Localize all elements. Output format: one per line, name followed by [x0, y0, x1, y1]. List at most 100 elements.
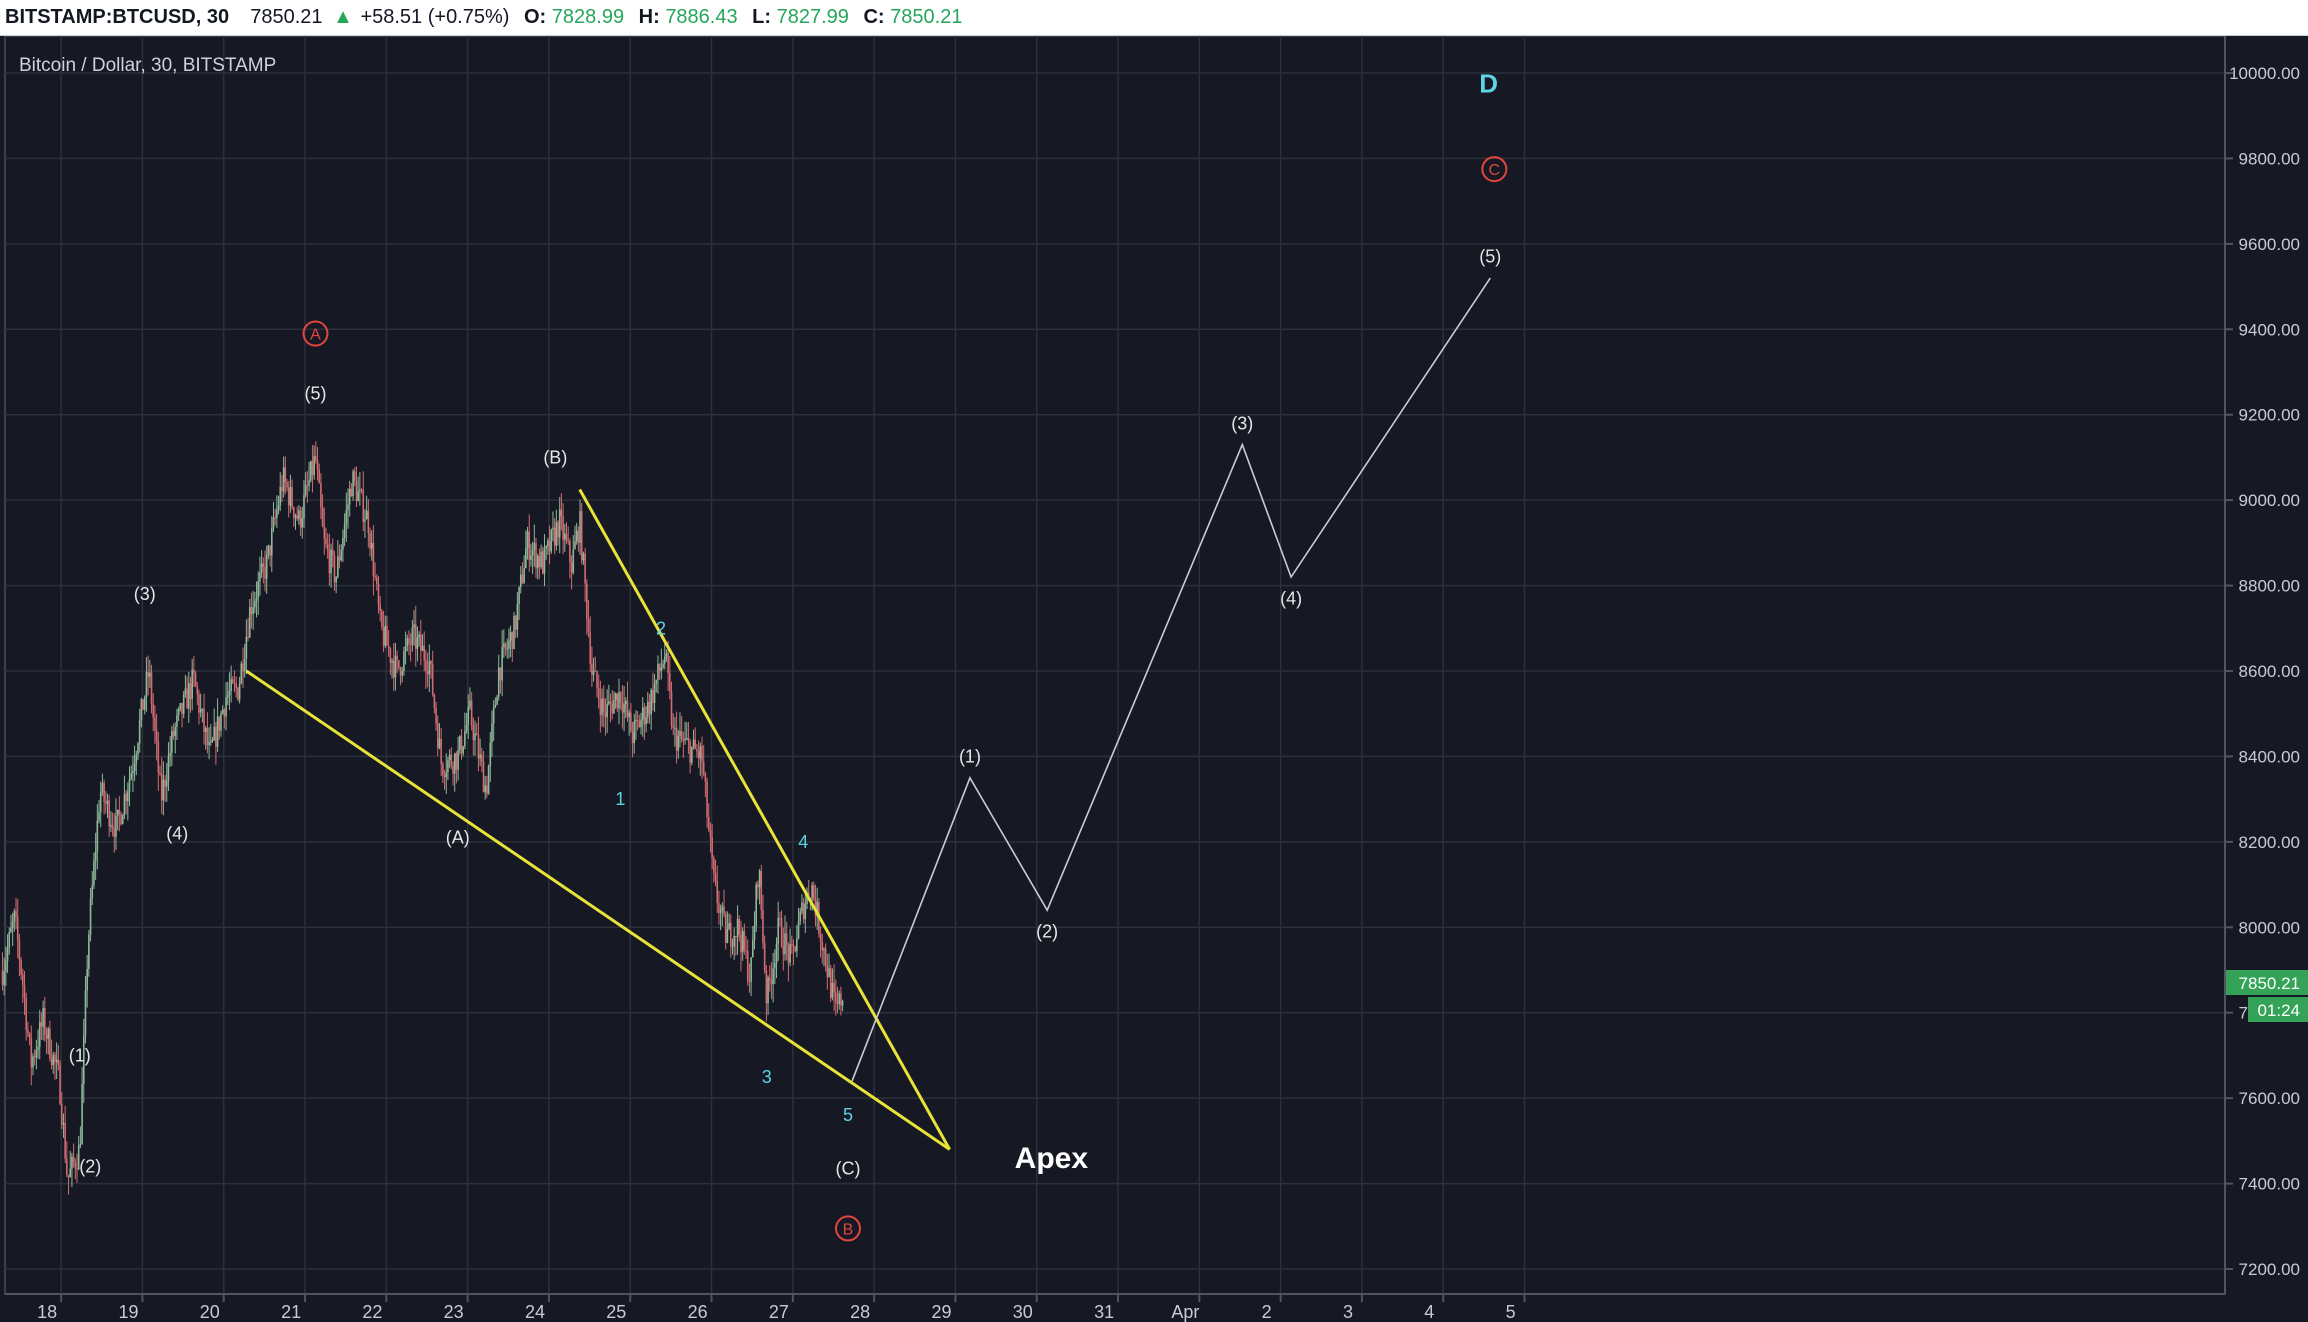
candle-body: [797, 921, 800, 939]
candle-body: [186, 688, 188, 709]
candle-body: [132, 771, 134, 774]
candle-body: [523, 568, 525, 583]
candle-body: [25, 998, 27, 1030]
candle-body: [662, 663, 664, 668]
candle-body: [525, 548, 527, 569]
candle-body: [77, 1145, 80, 1170]
candle-body: [452, 765, 454, 774]
candle-body: [381, 610, 383, 628]
candle-body: [420, 634, 422, 651]
candle-body: [116, 809, 119, 816]
candle-body: [8, 932, 11, 948]
candle-body: [187, 683, 190, 709]
candle-body: [143, 697, 146, 710]
candle-body: [465, 725, 468, 732]
candle-body: [293, 507, 295, 518]
candle-body: [574, 541, 576, 550]
candle-body: [557, 522, 559, 538]
candle-body: [321, 507, 324, 527]
candle-body: [40, 1022, 43, 1027]
candle-body: [282, 467, 285, 492]
candle-body: [3, 971, 5, 985]
candle-body: [663, 656, 666, 664]
candle-body: [411, 627, 414, 645]
candle-body: [828, 968, 830, 977]
candle-body: [408, 638, 410, 644]
candle-body: [684, 738, 686, 741]
candle-body: [565, 533, 568, 541]
candle-body: [582, 553, 585, 561]
candle-body: [638, 720, 641, 728]
candle-body: [374, 576, 376, 578]
candle-body: [572, 549, 575, 573]
candle-body: [640, 719, 642, 728]
candle-body: [298, 510, 300, 520]
candle-body: [392, 660, 395, 678]
countdown-tag-bg: [2248, 997, 2308, 1022]
candle-body: [743, 931, 746, 951]
candle-body: [423, 646, 426, 661]
candle-body: [140, 699, 143, 720]
candle-body: [594, 670, 597, 672]
price-chart[interactable]: (1)(2)(3)(4)(5)A(A)(B)12345(C)B(1)(2)(3)…: [0, 36, 2308, 1322]
candle-body: [171, 731, 173, 753]
candle-body: [462, 746, 464, 754]
candle-body: [602, 698, 605, 712]
candle-body: [518, 587, 520, 605]
time-tick-label: 20: [200, 1302, 220, 1322]
candle-body: [652, 690, 654, 703]
candle-body: [375, 577, 378, 585]
candle-body: [403, 651, 405, 671]
candle-body: [267, 545, 270, 555]
candle-body: [438, 738, 441, 749]
chart-background: [0, 36, 2308, 1322]
candle-body: [555, 522, 558, 546]
candle-body: [45, 1034, 48, 1039]
candle-body: [169, 752, 171, 756]
candle-body: [284, 467, 287, 483]
candle-body: [672, 725, 675, 728]
candle-body: [740, 934, 742, 953]
candle-body: [130, 773, 133, 780]
candle-body: [748, 981, 751, 983]
candle-body: [316, 459, 319, 470]
candle-body: [320, 483, 322, 508]
candle-body: [369, 533, 371, 549]
candle-body: [836, 1002, 839, 1005]
candle-body: [304, 485, 307, 496]
time-axis[interactable]: 18 19 20 21 22 23 24 25 26 27 28 29 30 31 Apr 2 3 4 5: [5, 1293, 2225, 1322]
candle-body: [330, 549, 332, 574]
drawn-lines: [245, 277, 1491, 1151]
candle-body: [767, 977, 769, 1004]
candle-body: [531, 549, 534, 556]
candle-body: [618, 692, 620, 709]
candle-body: [835, 992, 837, 1003]
candle-body: [679, 731, 681, 736]
symbol-label[interactable]: BITSTAMP:BTCUSD, 30: [5, 6, 230, 28]
candle-body: [6, 947, 9, 961]
chart-legend: Bitcoin / Dollar, 30, BITSTAMP: [19, 55, 276, 76]
candle-body: [13, 910, 16, 922]
candle-body: [575, 530, 578, 542]
candle-body: [597, 688, 600, 700]
candle-body: [580, 511, 583, 561]
price-axis[interactable]: 7200.007400.007600.007800.008000.008200.…: [2224, 36, 2308, 1294]
candle-body: [704, 773, 707, 782]
candle-body: [401, 670, 404, 676]
candle-body: [237, 688, 239, 700]
candle-body: [384, 625, 387, 646]
candle-body: [177, 708, 180, 716]
candle-body: [204, 728, 207, 732]
up-triangle-icon: ▲: [333, 6, 353, 28]
candle-body: [421, 646, 424, 651]
time-tick-label: 28: [850, 1302, 870, 1322]
candle-body: [675, 727, 678, 751]
candle-body: [443, 775, 446, 777]
candle-body: [635, 719, 637, 722]
candle-body: [164, 779, 166, 787]
wedge-trendline: [578, 488, 951, 1151]
time-tick-label: 22: [362, 1302, 382, 1322]
candle-body: [337, 556, 339, 578]
candle-body: [475, 733, 478, 736]
low-value: 7827.99: [776, 6, 849, 28]
